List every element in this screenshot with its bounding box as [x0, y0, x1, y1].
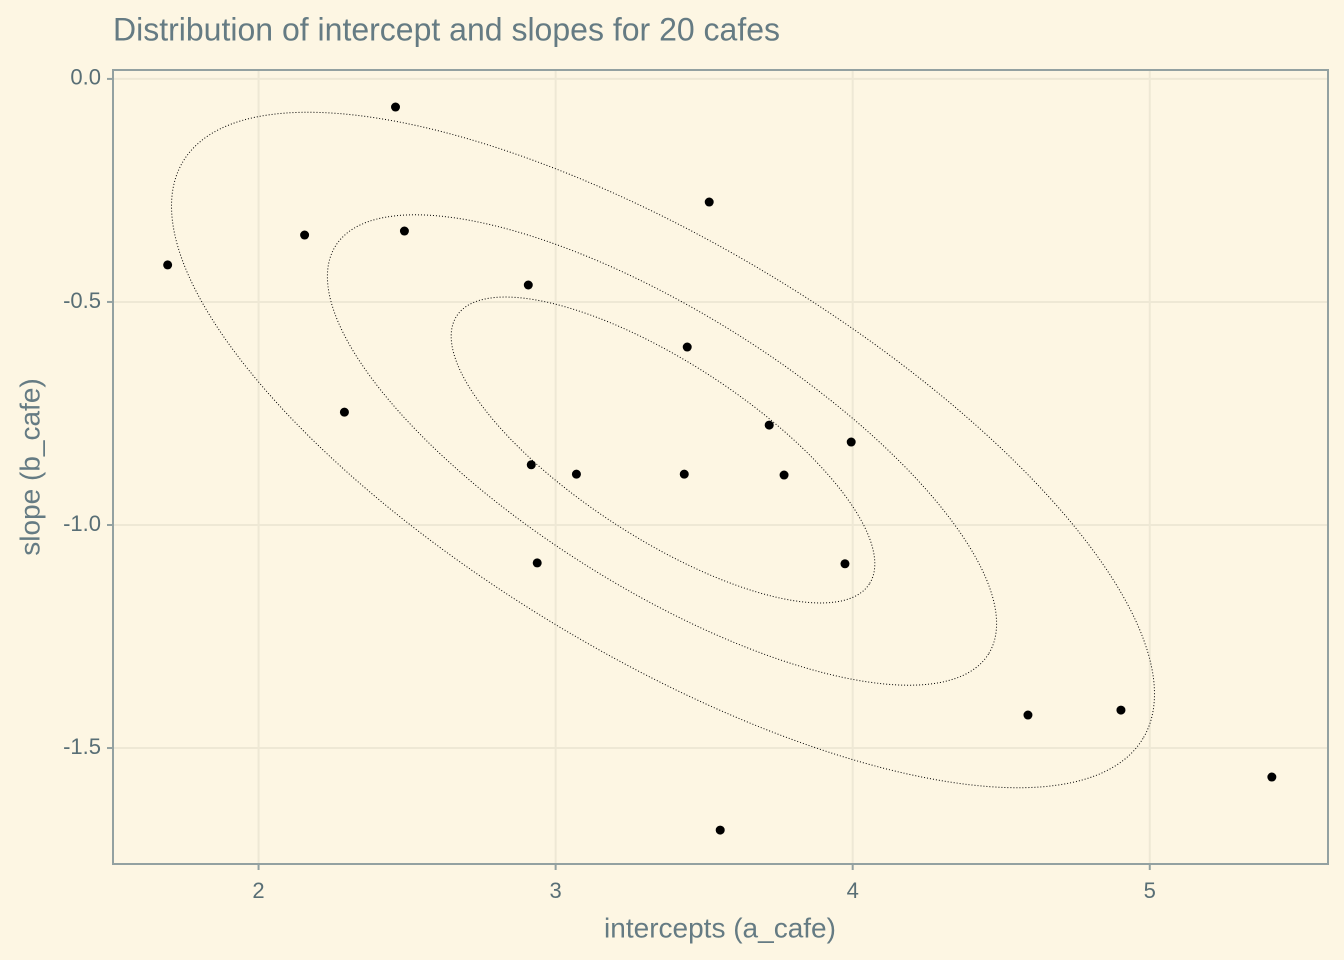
- point: [1267, 772, 1277, 782]
- point: [679, 469, 689, 479]
- y-tick-label: -1.5: [63, 734, 101, 759]
- x-tick-label: 2: [252, 878, 264, 903]
- y-tick-label: -1.0: [63, 511, 101, 536]
- point: [532, 558, 542, 568]
- point: [682, 342, 692, 352]
- point: [1116, 705, 1126, 715]
- point: [571, 469, 581, 479]
- x-tick-label: 3: [550, 878, 562, 903]
- point: [764, 420, 774, 430]
- point: [523, 280, 533, 290]
- point: [1023, 710, 1033, 720]
- point: [300, 230, 310, 240]
- y-tick-label: -0.5: [63, 288, 101, 313]
- y-axis-label: slope (b_cafe): [14, 378, 45, 555]
- grid: [113, 70, 1328, 864]
- point: [846, 437, 856, 447]
- y-tick-label: 0.0: [70, 65, 101, 90]
- x-axis-label: intercepts (a_cafe): [604, 912, 836, 943]
- point: [840, 559, 850, 569]
- x-tick-label: 4: [847, 878, 859, 903]
- x-tick-label: 5: [1144, 878, 1156, 903]
- point: [339, 407, 349, 417]
- chart-title: Distribution of intercept and slopes for…: [113, 11, 780, 47]
- point: [704, 197, 714, 207]
- points: [163, 102, 1277, 835]
- point: [715, 825, 725, 835]
- point: [779, 470, 789, 480]
- point: [163, 260, 173, 270]
- point: [399, 226, 409, 236]
- point: [391, 102, 401, 112]
- ellipse-outer: [171, 111, 1155, 789]
- point: [526, 460, 536, 470]
- panel-border: [112, 69, 1329, 865]
- ellipse-middle: [326, 214, 998, 686]
